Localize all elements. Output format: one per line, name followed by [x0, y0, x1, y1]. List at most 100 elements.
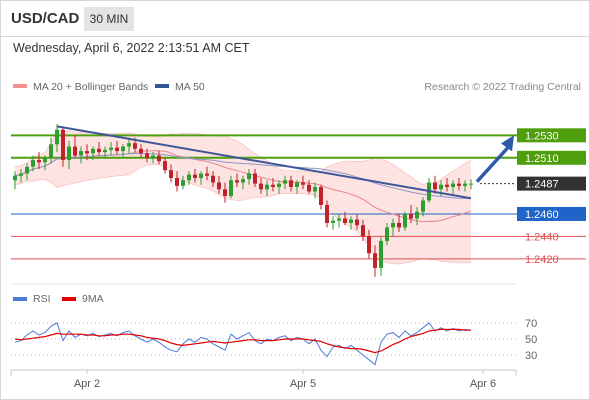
candle-body	[313, 187, 317, 192]
x-tick-label: Apr 5	[290, 378, 316, 390]
candle-body	[439, 184, 443, 190]
level-label-1.2510: 1.2510	[525, 153, 559, 165]
research-credit: Research © 2022 Trading Central	[424, 81, 581, 93]
level-labels: 1.2530 1.2510 1.2487 1.2460 1.2440 1.2420	[517, 128, 586, 266]
candle	[397, 213, 401, 232]
candle	[271, 178, 275, 192]
candle-body	[247, 173, 251, 180]
candle	[115, 140, 119, 155]
candle	[421, 197, 425, 217]
level-badge-1.2487	[517, 176, 586, 191]
candle	[151, 152, 155, 164]
candle-body	[139, 148, 143, 154]
candle-body	[223, 189, 227, 196]
candle	[349, 216, 353, 230]
candle-body	[97, 148, 101, 153]
bollinger-legend-swatch	[13, 84, 27, 88]
timeframe-badge[interactable]: 30 MIN	[84, 7, 134, 31]
candle-body	[229, 180, 233, 196]
candle	[295, 180, 299, 194]
trendline-group	[56, 125, 514, 200]
header-divider	[0, 36, 590, 37]
candle	[49, 137, 53, 164]
candle-body	[433, 182, 437, 190]
candle-body	[289, 180, 293, 187]
candle	[409, 204, 413, 223]
candle-body	[259, 183, 263, 190]
level-label-1.2530: 1.2530	[525, 130, 559, 142]
candle-body	[235, 180, 239, 183]
chart-datetime: Wednesday, April 6, 2022 2:13:51 AM CET	[13, 41, 250, 55]
candle-body	[397, 222, 401, 228]
candle	[31, 155, 35, 172]
candle-body	[91, 148, 95, 154]
candle	[43, 155, 47, 171]
candle-body	[121, 146, 125, 152]
header-bar: USD/CAD 30 MIN	[0, 0, 590, 36]
level-label-1.2440: 1.2440	[525, 231, 559, 243]
candle	[385, 222, 389, 246]
candle-body	[151, 155, 155, 158]
candle	[229, 175, 233, 199]
rsi-level-label-50: 50	[525, 334, 537, 346]
candle	[37, 152, 41, 170]
candle-body	[85, 151, 89, 154]
candle-body	[79, 151, 83, 156]
candle	[325, 200, 329, 228]
candle	[169, 164, 173, 183]
candle	[91, 146, 95, 161]
forecast-arrow-shaft	[475, 144, 512, 183]
candle	[331, 216, 335, 230]
candle	[265, 180, 269, 196]
candle	[241, 175, 245, 190]
x-tick-label: Apr 2	[74, 378, 100, 390]
candle-body	[415, 211, 419, 219]
candle	[361, 219, 365, 241]
candle-body	[409, 213, 413, 219]
candle-body	[55, 129, 59, 145]
ma50-legend-swatch	[155, 84, 169, 88]
candle-body	[295, 182, 299, 187]
candle	[121, 144, 125, 158]
candle-body	[355, 219, 359, 226]
candle-body	[193, 174, 197, 179]
candle-body	[391, 222, 395, 228]
rsi-ma-legend-swatch	[62, 297, 76, 301]
candle	[97, 142, 101, 156]
candle	[301, 175, 305, 190]
rsi-line	[14, 322, 472, 366]
bollinger-legend-label: MA 20 + Bollinger Bands	[33, 81, 148, 93]
candle-body	[463, 183, 467, 186]
candle	[205, 166, 209, 181]
candle-body	[169, 170, 173, 179]
bollinger-lower-line	[14, 164, 472, 265]
x-tick-label: Apr 6	[470, 378, 496, 390]
candle	[235, 173, 239, 187]
candle-body	[109, 147, 113, 150]
candle-body	[277, 183, 281, 187]
candle	[19, 169, 23, 183]
ma50-line	[14, 153, 472, 200]
candle	[433, 175, 437, 194]
candle	[61, 126, 65, 167]
rsi-level-label-30: 30	[525, 350, 537, 362]
candle-body	[103, 149, 107, 153]
candle-body	[205, 173, 209, 176]
candle	[469, 179, 473, 190]
candle	[127, 138, 131, 154]
candle	[157, 151, 161, 165]
candle	[79, 146, 83, 164]
candle	[415, 207, 419, 226]
candle-body	[343, 218, 347, 223]
rsi-pane: 70 50 30	[11, 318, 537, 366]
candle	[283, 175, 287, 190]
candle-body	[385, 227, 389, 241]
candlesticks	[13, 124, 473, 277]
candle-body	[373, 253, 377, 268]
candle-body	[253, 173, 257, 184]
candle	[163, 157, 167, 174]
candle-body	[445, 184, 449, 187]
candle-body	[199, 173, 203, 179]
candle	[13, 171, 17, 190]
candle-body	[421, 200, 425, 212]
